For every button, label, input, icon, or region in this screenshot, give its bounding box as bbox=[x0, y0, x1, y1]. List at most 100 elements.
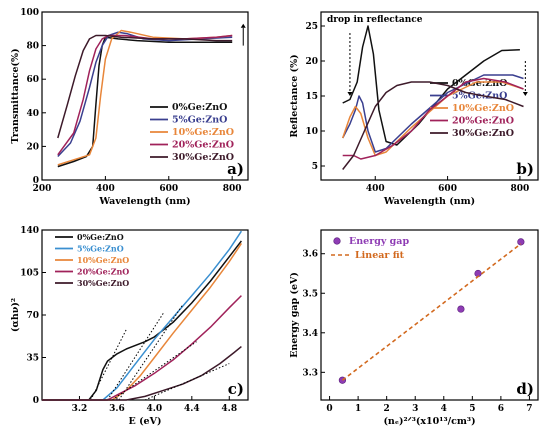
legend-label-3: 20%Ge:ZnO bbox=[172, 140, 234, 151]
series-line-4 bbox=[42, 346, 242, 401]
legend-label-2: 10%Ge:ZnO bbox=[452, 103, 514, 114]
legend-label-0: 0%Ge:ZnO bbox=[452, 78, 507, 89]
y-axis-label: (αhν)² bbox=[10, 298, 21, 332]
series-line-0 bbox=[342, 25, 520, 146]
legend-marker-0 bbox=[333, 237, 341, 245]
y-tick-label: 3.4 bbox=[302, 329, 318, 339]
legend-label-1: 5%Ge:ZnO bbox=[172, 115, 227, 126]
y-tick-label: 25 bbox=[305, 22, 318, 32]
x-tick-label: 800 bbox=[223, 184, 242, 194]
chart-panel-d: 0 1 2 3 4 5 6 7 3.3 3.4 3.5 3.6 (nₑ)²ᐟ³(x10¹³/cm³) En… bbox=[289, 229, 539, 427]
x-tick-label: 6 bbox=[498, 404, 504, 414]
legend-label-1: 5%Ge:ZnO bbox=[452, 91, 507, 102]
x-tick-label: 600 bbox=[159, 184, 178, 194]
fit-line-0 bbox=[90, 329, 127, 401]
x-tick-label: 400 bbox=[96, 184, 115, 194]
annotation-text: drop in reflectance bbox=[327, 15, 423, 25]
data-point-3 bbox=[517, 238, 525, 246]
x-tick-label: 800 bbox=[511, 184, 530, 194]
x-tick-label: 2 bbox=[384, 404, 390, 414]
x-tick-label: 3 bbox=[412, 404, 418, 414]
x-axis-label: Wavelength (nm) bbox=[98, 196, 190, 207]
plot-frame bbox=[41, 229, 249, 401]
x-tick-label: 400 bbox=[366, 184, 385, 194]
series-line-0 bbox=[42, 240, 242, 401]
y-axis-label: Transmittance(%) bbox=[10, 48, 21, 143]
y-tick-label: 60 bbox=[26, 75, 39, 85]
y-tick-label: 3.5 bbox=[302, 289, 318, 299]
y-tick-label: 70 bbox=[26, 311, 39, 321]
y-tick-label: 105 bbox=[20, 269, 39, 279]
panel-label: a) bbox=[227, 160, 244, 178]
series-line-3 bbox=[42, 295, 242, 401]
legend-label-1: 5%Ge:ZnO bbox=[77, 244, 124, 254]
y-tick-label: 0 bbox=[33, 396, 39, 406]
panel-label: b) bbox=[516, 160, 534, 178]
legend-label-0: 0%Ge:ZnO bbox=[172, 102, 227, 113]
x-tick-label: 4.4 bbox=[184, 404, 200, 414]
chart-panel-c: 3.2 3.6 4.0 4.4 4.8 0 35 70 105 140 E (eV) (αhν)² c)… bbox=[10, 226, 249, 427]
y-axis-label: Energy gap (eV) bbox=[289, 272, 300, 358]
series-line-4 bbox=[57, 34, 233, 139]
y-tick-label: 40 bbox=[26, 109, 39, 119]
y-axis-label: Reflectance (%) bbox=[289, 54, 300, 137]
plot-frame bbox=[320, 229, 539, 401]
series-line-3 bbox=[342, 77, 524, 160]
data-point-1 bbox=[457, 305, 465, 313]
y-tick-label: 5 bbox=[312, 162, 318, 172]
y-tick-label: 15 bbox=[305, 92, 318, 102]
series-line-2 bbox=[341, 81, 524, 157]
plot-frame bbox=[41, 11, 249, 181]
fit-line-3 bbox=[111, 341, 197, 401]
x-tick-label: 600 bbox=[438, 184, 457, 194]
legend-label-4: 30%Ge:ZnO bbox=[452, 128, 514, 139]
chart-panel-a: 200 400 600 800 0 20 40 60 80 100 Wavelength (nm) T… bbox=[10, 8, 249, 207]
x-tick-label: 4.8 bbox=[221, 404, 237, 414]
legend-label-4: 30%Ge:ZnO bbox=[172, 152, 234, 163]
legend-label-2: 10%Ge:ZnO bbox=[77, 255, 129, 265]
x-tick-label: 1 bbox=[355, 404, 361, 414]
x-tick-label: 7 bbox=[526, 404, 532, 414]
panel-label: d) bbox=[516, 380, 534, 398]
y-tick-label: 100 bbox=[20, 8, 39, 18]
increase-arrow-head bbox=[240, 23, 246, 28]
y-tick-label: 0 bbox=[33, 176, 39, 186]
x-tick-label: 5 bbox=[469, 404, 475, 414]
legend-label-3: 20%Ge:ZnO bbox=[452, 116, 514, 127]
legend-label-0: 0%Ge:ZnO bbox=[77, 232, 124, 242]
x-axis-label: Wavelength (nm) bbox=[383, 196, 475, 207]
x-axis-label: (nₑ)²ᐟ³(x10¹³/cm³) bbox=[383, 416, 475, 427]
drop-arrow-head-0 bbox=[347, 92, 353, 96]
y-tick-label: 80 bbox=[26, 42, 39, 52]
x-axis-label: E (eV) bbox=[129, 416, 162, 427]
x-tick-label: 3.6 bbox=[109, 404, 125, 414]
y-tick-label: 20 bbox=[305, 57, 318, 67]
y-tick-label: 35 bbox=[26, 354, 39, 364]
y-tick-label: 10 bbox=[305, 127, 318, 137]
fit-line-2 bbox=[118, 305, 183, 401]
legend-label-2: 10%Ge:ZnO bbox=[172, 127, 234, 138]
series-line-1 bbox=[42, 230, 243, 401]
x-tick-label: 4 bbox=[441, 404, 447, 414]
y-tick-label: 140 bbox=[20, 226, 39, 236]
linear-fit-line bbox=[341, 243, 522, 381]
legend-label-4: 30%Ge:ZnO bbox=[77, 278, 129, 288]
y-tick-label: 3.6 bbox=[302, 250, 318, 260]
x-tick-label: 3.2 bbox=[72, 404, 88, 414]
x-tick-label: 0 bbox=[326, 404, 332, 414]
series-line-1 bbox=[342, 74, 524, 153]
series-line-4 bbox=[342, 81, 524, 170]
series-line-2 bbox=[42, 242, 243, 401]
legend-label-1: Linear fit bbox=[355, 250, 405, 261]
x-tick-label: 200 bbox=[33, 184, 52, 194]
fit-line-4 bbox=[144, 363, 230, 401]
chart-panel-b: 400 600 800 5 10 15 20 25 Wavelength (nm) Reflect… bbox=[289, 11, 539, 207]
legend-label-3: 20%Ge:ZnO bbox=[77, 267, 129, 277]
y-tick-label: 3.3 bbox=[302, 368, 318, 378]
x-tick-label: 4.0 bbox=[147, 404, 163, 414]
panel-label: c) bbox=[228, 380, 244, 398]
y-tick-label: 20 bbox=[26, 142, 39, 152]
drop-arrow-head-1 bbox=[522, 92, 528, 96]
legend-label-0: Energy gap bbox=[349, 236, 409, 247]
